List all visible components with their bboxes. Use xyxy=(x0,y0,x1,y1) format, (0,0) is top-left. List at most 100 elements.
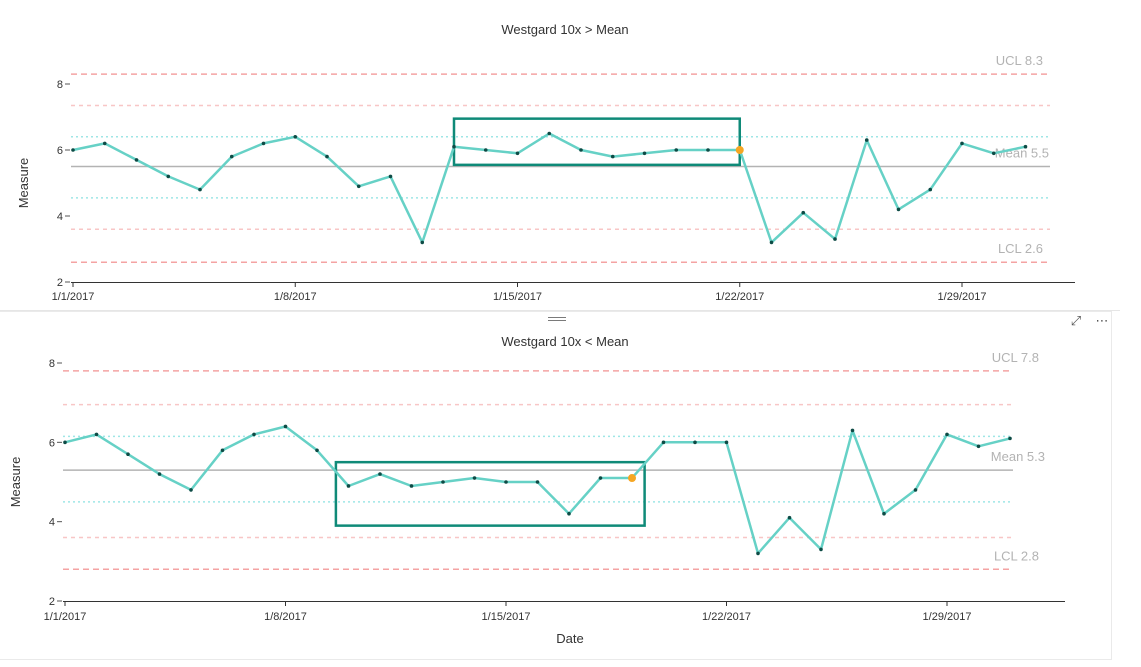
y-tick-label: 6 xyxy=(49,437,55,449)
x-tick-label: 1/22/2017 xyxy=(702,611,751,623)
data-point xyxy=(134,158,139,162)
visual-toolbar: ⤢ ⋯ xyxy=(1066,313,1112,329)
chart-panel-top[interactable]: Westgard 10x > Mean Measure 2 4 6 8 1/1/2017 1/… xyxy=(0,0,1141,310)
data-point xyxy=(325,154,329,159)
chart-westgard-above-mean: Westgard 10x > Mean Measure 2 4 6 8 1/1/2017 1/… xyxy=(16,22,1075,303)
data-point xyxy=(261,141,266,146)
data-point xyxy=(1008,436,1012,441)
data-point xyxy=(756,551,760,556)
data-point xyxy=(661,440,666,445)
data-point xyxy=(94,432,99,437)
data-point xyxy=(283,424,288,429)
data-point xyxy=(706,148,710,152)
data-point xyxy=(567,511,571,516)
x-tick-label: 1/8/2017 xyxy=(274,291,317,303)
data-point xyxy=(945,432,949,437)
data-point xyxy=(293,135,298,139)
y-tick-label: 4 xyxy=(57,211,63,223)
x-tick-label: 1/29/2017 xyxy=(938,291,987,303)
data-point xyxy=(63,440,67,445)
data-point xyxy=(126,452,130,457)
data-point xyxy=(991,151,996,156)
chart-title: Westgard 10x > Mean xyxy=(501,22,628,37)
series-line xyxy=(64,425,1011,555)
highlighted-point xyxy=(628,474,636,483)
data-point xyxy=(864,138,869,142)
ucl-label: UCL 8.3 xyxy=(996,53,1043,68)
chart-title: Westgard 10x < Mean xyxy=(501,334,628,349)
x-tick-label: 1/1/2017 xyxy=(52,291,95,303)
data-point xyxy=(515,151,520,156)
data-point xyxy=(229,154,234,159)
data-point xyxy=(315,448,319,453)
y-tick-label: 2 xyxy=(49,596,55,608)
x-tick-label: 1/22/2017 xyxy=(715,291,764,303)
data-point xyxy=(850,428,855,433)
data-point xyxy=(198,187,202,192)
focus-mode-icon[interactable]: ⤢ xyxy=(1070,313,1082,328)
x-tick-label: 1/15/2017 xyxy=(493,291,542,303)
data-point xyxy=(166,174,171,179)
data-point xyxy=(356,184,361,189)
y-tick-label: 4 xyxy=(49,517,55,529)
data-point xyxy=(896,207,901,212)
x-tick-label: 1/1/2017 xyxy=(44,611,87,623)
y-axis-label: Measure xyxy=(16,158,31,209)
data-point xyxy=(441,480,445,484)
panel-divider xyxy=(0,310,1120,311)
data-point xyxy=(724,440,729,445)
data-point xyxy=(787,515,792,520)
x-axis-label: Date xyxy=(556,631,583,646)
data-point xyxy=(833,237,837,241)
data-point xyxy=(504,480,508,484)
data-point xyxy=(610,154,615,159)
data-point xyxy=(71,148,75,152)
data-point xyxy=(388,174,393,179)
data-point xyxy=(674,148,679,152)
data-point xyxy=(420,240,425,245)
data-point xyxy=(452,144,456,149)
data-point xyxy=(535,480,540,484)
data-point xyxy=(409,484,414,488)
data-point xyxy=(976,444,981,449)
data-point xyxy=(472,476,477,480)
series-line xyxy=(72,132,1026,244)
data-point xyxy=(102,141,107,146)
ucl-label: UCL 7.8 xyxy=(992,350,1039,365)
data-point xyxy=(252,432,256,437)
rule-violation-box xyxy=(334,460,646,527)
highlighted-point xyxy=(735,146,744,154)
data-point xyxy=(598,476,603,480)
data-point xyxy=(913,488,918,492)
data-point xyxy=(157,472,162,476)
data-point xyxy=(1023,144,1028,149)
data-point xyxy=(378,472,382,476)
data-point xyxy=(769,240,774,245)
y-tick-label: 6 xyxy=(57,145,63,157)
y-tick-label: 8 xyxy=(49,358,55,370)
lcl-label: LCL 2.6 xyxy=(998,241,1043,256)
data-point xyxy=(819,547,823,552)
lcl-label: LCL 2.8 xyxy=(994,548,1039,563)
data-point xyxy=(928,187,933,192)
x-tick-label: 1/15/2017 xyxy=(482,611,531,623)
x-tick-label: 1/29/2017 xyxy=(923,611,972,623)
data-point xyxy=(579,148,583,152)
data-point xyxy=(483,148,488,152)
resize-handle[interactable] xyxy=(548,316,566,322)
rule-violation-box xyxy=(452,117,741,167)
x-tick-label: 1/8/2017 xyxy=(264,611,307,623)
data-point xyxy=(882,511,886,516)
data-point xyxy=(801,210,806,215)
chart-westgard-below-mean: Westgard 10x < Mean Measure 2 4 6 8 1/1/2017 1/… xyxy=(8,334,1065,646)
y-tick-label: 2 xyxy=(57,277,63,289)
mean-label: Mean 5.3 xyxy=(991,449,1045,464)
data-point xyxy=(220,448,225,453)
y-tick-label: 8 xyxy=(57,79,63,91)
y-axis-label: Measure xyxy=(8,457,23,508)
data-point xyxy=(960,141,964,146)
chart-panel-bottom[interactable]: Westgard 10x < Mean Measure 2 4 6 8 1/1/2017 1/… xyxy=(0,311,1141,662)
data-point xyxy=(693,440,697,445)
more-options-icon[interactable]: ⋯ xyxy=(1095,313,1109,328)
data-point xyxy=(189,488,193,492)
